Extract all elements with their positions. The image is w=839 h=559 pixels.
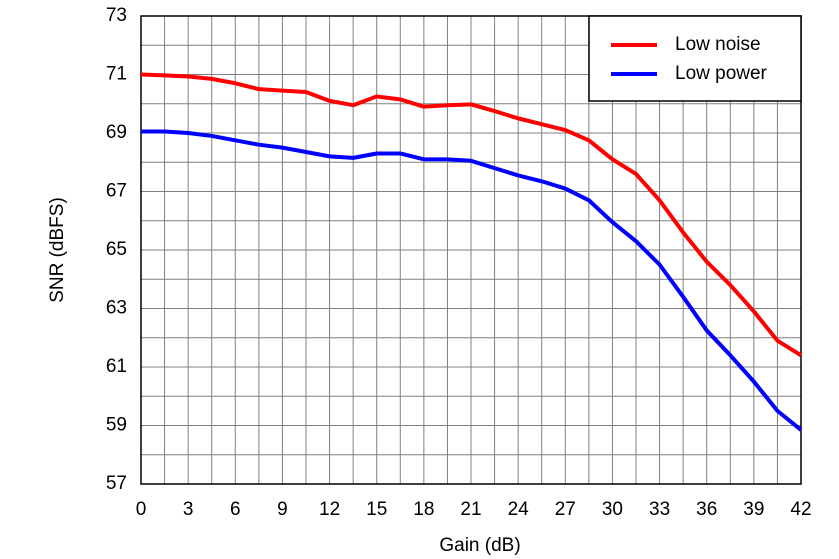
legend-label: Low noise bbox=[675, 34, 761, 55]
y-tick-label: 61 bbox=[106, 356, 127, 377]
y-tick-label: 57 bbox=[106, 473, 127, 494]
series-line bbox=[141, 129, 803, 432]
y-tick-label: 63 bbox=[106, 298, 127, 319]
x-tick-label: 27 bbox=[555, 499, 576, 520]
legend-label: Low power bbox=[675, 63, 768, 84]
x-tick-label: 3 bbox=[183, 499, 194, 520]
y-tick-label: 59 bbox=[106, 415, 127, 436]
x-tick-label: 33 bbox=[649, 499, 670, 520]
x-axis-label: Gain (dB) bbox=[439, 535, 520, 556]
y-tick-label: 73 bbox=[106, 5, 127, 26]
legend-box bbox=[588, 15, 802, 102]
x-tick-label: 42 bbox=[790, 499, 811, 520]
series-line bbox=[140, 72, 803, 357]
y-axis-label: SNR (dBFS) bbox=[47, 197, 68, 303]
x-tick-label: 39 bbox=[743, 499, 764, 520]
y-tick-label: 65 bbox=[106, 239, 127, 260]
x-tick-label: 0 bbox=[136, 499, 147, 520]
plot-frame bbox=[140, 15, 802, 485]
y-tick-label: 69 bbox=[106, 122, 127, 143]
x-tick-label: 18 bbox=[413, 499, 434, 520]
x-tick-label: 24 bbox=[508, 499, 530, 520]
x-tick-label: 21 bbox=[460, 499, 481, 520]
x-tick-label: 9 bbox=[277, 499, 288, 520]
x-tick-label: 12 bbox=[319, 499, 340, 520]
y-tick-label: 71 bbox=[106, 64, 127, 85]
x-tick-label: 30 bbox=[602, 499, 623, 520]
y-tick-label: 67 bbox=[106, 181, 127, 202]
x-tick-label: 15 bbox=[366, 499, 387, 520]
x-tick-label: 36 bbox=[696, 499, 717, 520]
x-tick-label: 6 bbox=[230, 499, 241, 520]
